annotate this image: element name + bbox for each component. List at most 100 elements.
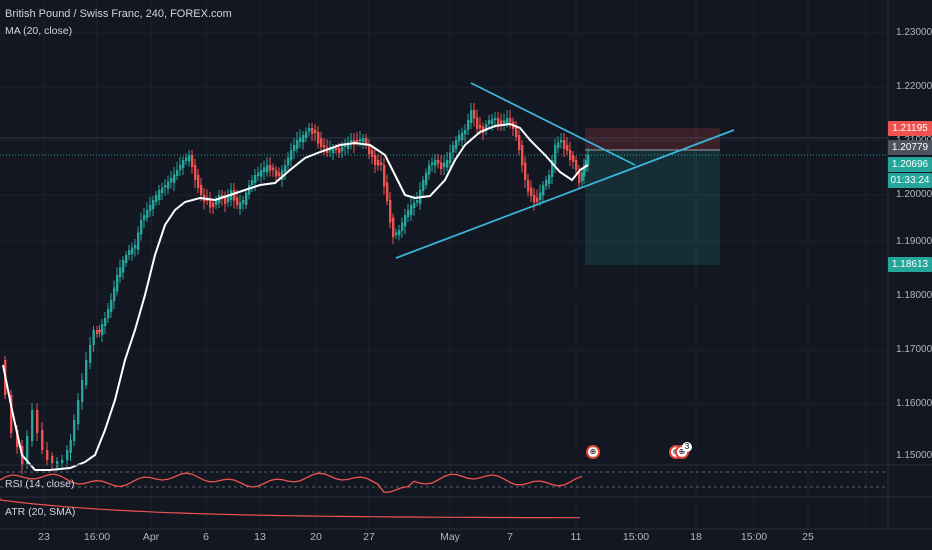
candle[interactable] xyxy=(368,144,371,154)
candle[interactable] xyxy=(416,200,419,203)
atr-pane-label[interactable]: ATR (20, SMA) xyxy=(5,506,76,518)
candle[interactable] xyxy=(182,160,185,168)
candle[interactable] xyxy=(383,165,386,187)
candle[interactable] xyxy=(92,330,95,345)
candle[interactable] xyxy=(173,174,176,183)
candle[interactable] xyxy=(458,135,461,141)
candle[interactable] xyxy=(410,205,413,215)
candle[interactable] xyxy=(116,275,119,292)
candle[interactable] xyxy=(503,120,506,124)
candle[interactable] xyxy=(575,160,578,170)
candle[interactable] xyxy=(515,125,518,137)
candle[interactable] xyxy=(533,195,536,203)
candle[interactable] xyxy=(464,130,467,135)
symbol-title[interactable]: British Pound / Swiss Franc, 240, FOREX.… xyxy=(5,8,232,20)
candle[interactable] xyxy=(461,132,464,141)
candle[interactable] xyxy=(251,180,254,185)
candle[interactable] xyxy=(389,200,392,223)
candle[interactable] xyxy=(209,200,212,208)
candle[interactable] xyxy=(455,140,458,149)
candle[interactable] xyxy=(542,185,545,196)
candle[interactable] xyxy=(497,118,500,126)
candle[interactable] xyxy=(578,170,581,183)
candle[interactable] xyxy=(386,182,389,202)
candle[interactable] xyxy=(239,202,242,210)
candle[interactable] xyxy=(128,250,131,255)
candle[interactable] xyxy=(317,132,320,144)
candle[interactable] xyxy=(107,309,110,318)
candle[interactable] xyxy=(569,150,572,160)
candle[interactable] xyxy=(257,172,260,177)
candle[interactable] xyxy=(320,138,323,148)
candle[interactable] xyxy=(170,178,173,183)
candle[interactable] xyxy=(131,247,134,255)
candle[interactable] xyxy=(104,318,107,326)
candle[interactable] xyxy=(278,172,281,177)
uk-flag-event-icon[interactable]: ⊕ xyxy=(586,445,600,459)
candle[interactable] xyxy=(164,185,167,188)
candle[interactable] xyxy=(188,155,191,162)
candle[interactable] xyxy=(200,185,203,195)
candle[interactable] xyxy=(509,118,512,123)
candle[interactable] xyxy=(356,140,359,142)
candle[interactable] xyxy=(341,146,344,152)
candle[interactable] xyxy=(263,167,266,173)
candle[interactable] xyxy=(572,155,575,162)
candle[interactable] xyxy=(422,180,425,191)
candle[interactable] xyxy=(227,195,230,202)
candle[interactable] xyxy=(287,157,290,166)
candle[interactable] xyxy=(566,145,569,151)
candle[interactable] xyxy=(585,160,588,167)
candle[interactable] xyxy=(527,180,530,192)
candle[interactable] xyxy=(398,230,401,236)
candle[interactable] xyxy=(272,167,275,171)
candle[interactable] xyxy=(401,222,404,232)
candle[interactable] xyxy=(98,330,101,332)
candlestick-series[interactable] xyxy=(4,103,590,474)
candle[interactable] xyxy=(314,130,317,133)
candle[interactable] xyxy=(143,215,146,220)
candle[interactable] xyxy=(16,430,19,447)
candle[interactable] xyxy=(377,160,380,166)
candle[interactable] xyxy=(440,162,443,170)
candle[interactable] xyxy=(85,360,88,385)
candle[interactable] xyxy=(452,145,455,153)
candle[interactable] xyxy=(431,162,434,166)
candle[interactable] xyxy=(191,155,194,167)
candle[interactable] xyxy=(518,135,521,150)
candle[interactable] xyxy=(371,150,374,157)
candle[interactable] xyxy=(413,202,416,209)
candle[interactable] xyxy=(51,456,54,463)
candle[interactable] xyxy=(425,172,428,186)
candle[interactable] xyxy=(179,165,182,170)
candle[interactable] xyxy=(485,124,488,131)
candle[interactable] xyxy=(260,170,263,177)
candle[interactable] xyxy=(476,117,479,130)
candle[interactable] xyxy=(284,165,287,172)
candle[interactable] xyxy=(81,380,84,402)
candle[interactable] xyxy=(36,410,39,433)
candle[interactable] xyxy=(236,197,239,206)
candle[interactable] xyxy=(73,420,76,441)
candle[interactable] xyxy=(269,165,272,171)
candle[interactable] xyxy=(554,145,557,165)
candle[interactable] xyxy=(152,200,155,209)
candle[interactable] xyxy=(10,395,13,433)
candle[interactable] xyxy=(443,162,446,168)
candle[interactable] xyxy=(335,148,338,150)
candle[interactable] xyxy=(194,165,197,180)
candle[interactable] xyxy=(146,210,149,218)
candle[interactable] xyxy=(233,190,236,201)
candle[interactable] xyxy=(347,142,350,150)
candle[interactable] xyxy=(254,175,257,183)
candle[interactable] xyxy=(197,175,200,188)
candle[interactable] xyxy=(125,255,128,263)
candle[interactable] xyxy=(46,450,49,460)
candle[interactable] xyxy=(266,165,269,173)
candle[interactable] xyxy=(548,175,551,184)
candle[interactable] xyxy=(119,267,122,278)
candle[interactable] xyxy=(61,460,64,463)
candle[interactable] xyxy=(185,157,188,162)
candle[interactable] xyxy=(521,145,524,166)
candle[interactable] xyxy=(374,155,377,165)
